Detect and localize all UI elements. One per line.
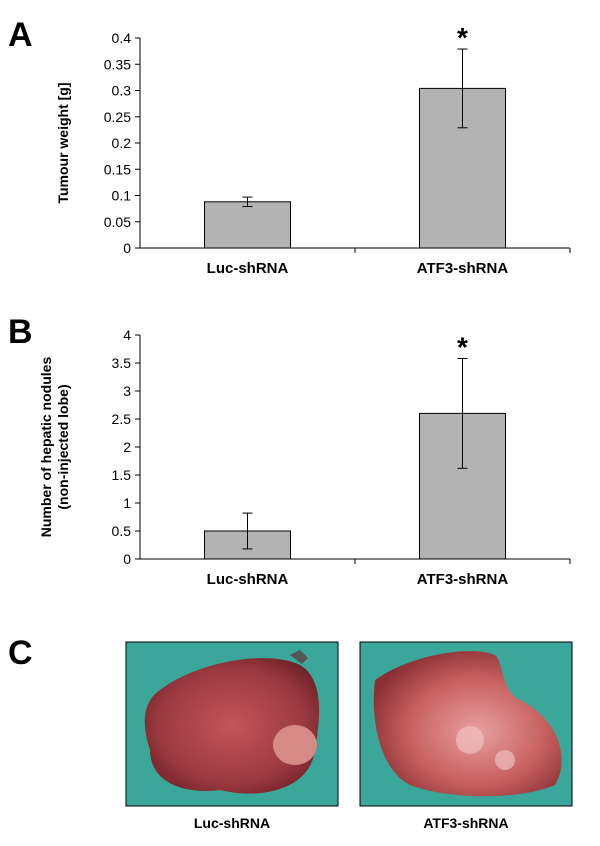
- x-tick-label: ATF3-shRNA: [417, 571, 509, 588]
- y-tick-label: 4: [123, 327, 131, 343]
- photo-luc: [125, 641, 339, 807]
- y-axis-label: Number of hepatic nodules: [38, 357, 54, 538]
- y-tick-label: 1: [123, 495, 131, 511]
- error-bar: [457, 48, 468, 129]
- y-tick-label: 1.5: [112, 467, 132, 483]
- y-axis-label: (non-injected lobe): [55, 384, 71, 509]
- y-tick-label: 0.35: [104, 56, 131, 72]
- y-tick-label: 0.1: [112, 188, 132, 204]
- y-tick-label: 0.3: [112, 83, 132, 99]
- significance-marker: *: [457, 22, 468, 53]
- x-tick-label: ATF3-shRNA: [417, 260, 509, 277]
- error-bar: [242, 196, 253, 208]
- y-tick-label: 0.2: [112, 135, 132, 151]
- y-tick-label: 0.25: [104, 109, 131, 125]
- error-bar: [457, 358, 468, 469]
- y-tick-label: 2.5: [112, 411, 132, 427]
- y-tick-label: 2: [123, 439, 131, 455]
- photo-caption: ATF3-shRNA: [423, 815, 508, 831]
- panel-label: A: [8, 16, 33, 54]
- photo-caption: Luc-shRNA: [194, 815, 270, 831]
- y-tick-label: 0.4: [112, 30, 132, 46]
- bar: [419, 87, 506, 249]
- significance-marker: *: [457, 332, 468, 363]
- y-tick-label: 0: [123, 551, 131, 567]
- panel-label: C: [8, 634, 33, 672]
- y-tick-label: 0.05: [104, 214, 131, 230]
- panel-label: B: [8, 313, 33, 351]
- x-tick-label: Luc-shRNA: [207, 571, 289, 588]
- photo-atf3: [359, 641, 573, 807]
- y-tick-label: 3.5: [112, 355, 132, 371]
- y-tick-label: 0.5: [112, 523, 132, 539]
- bar: [204, 201, 291, 249]
- y-tick-label: 0: [123, 240, 131, 256]
- x-tick-label: Luc-shRNA: [207, 260, 289, 277]
- error-bar: [242, 512, 253, 550]
- y-tick-label: 3: [123, 383, 131, 399]
- y-tick-label: 0.15: [104, 161, 131, 177]
- y-axis-label: Tumour weight [g]: [55, 82, 71, 203]
